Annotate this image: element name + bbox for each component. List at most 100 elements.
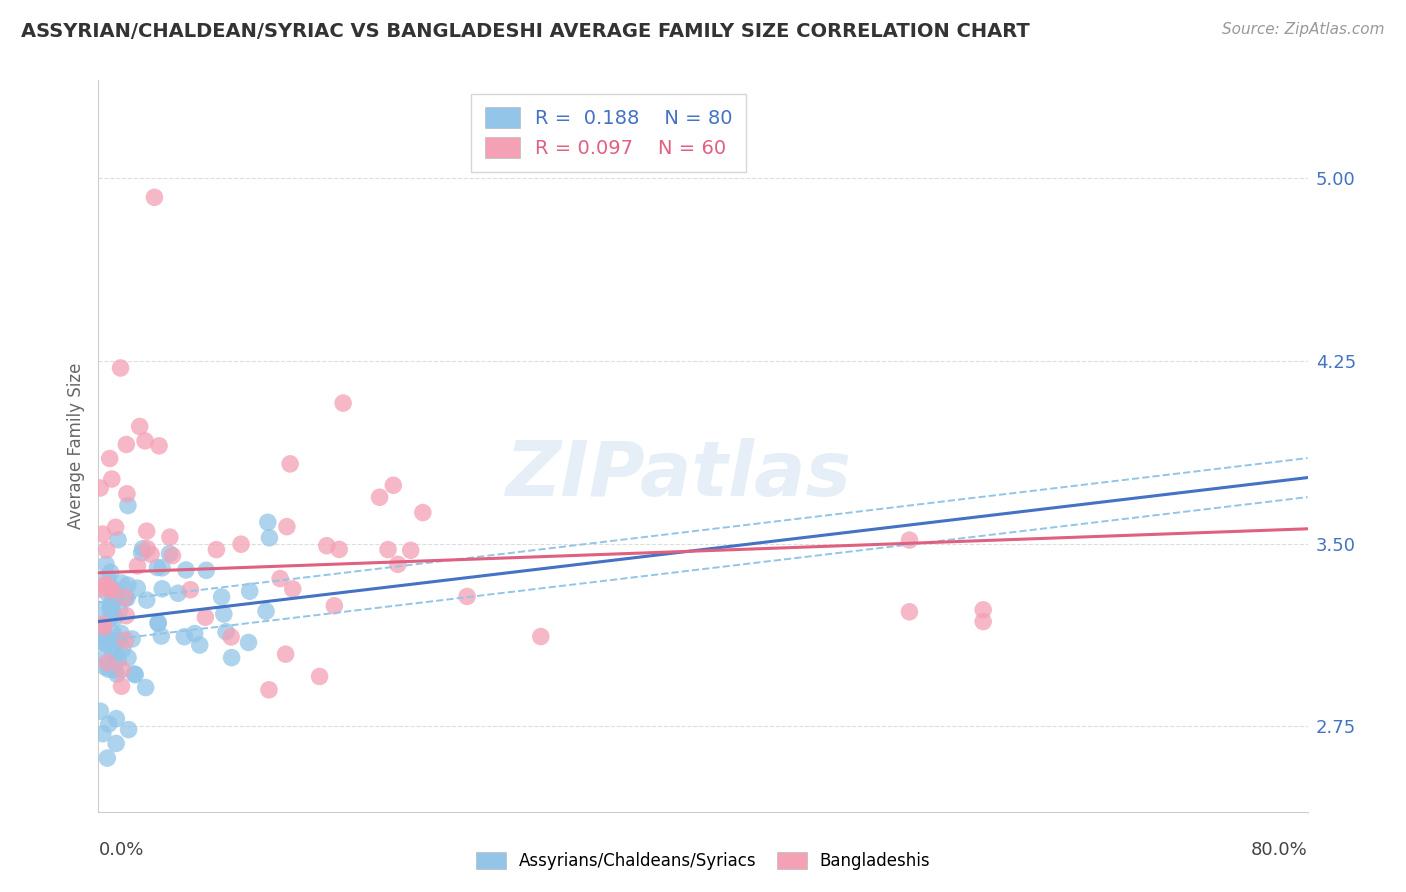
Legend: Assyrians/Chaldeans/Syriacs, Bangladeshis: Assyrians/Chaldeans/Syriacs, Bangladeshi… (468, 845, 938, 877)
Point (219, 630, 242, 644)
Point (101, 604, 124, 618)
Point (91, 617, 114, 632)
Point (159, 530, 181, 544)
Point (100, 610, 122, 624)
Point (96, 570, 118, 584)
Point (115, 591, 138, 606)
Point (115, 437, 138, 451)
Point (89, 619, 111, 633)
Point (972, 603, 994, 617)
Point (108, 604, 131, 618)
Point (898, 533, 921, 547)
Point (257, 682, 280, 697)
Point (104, 589, 127, 603)
Point (91, 727, 114, 741)
Point (276, 519, 298, 533)
Point (117, 723, 139, 737)
Point (323, 599, 346, 613)
Point (221, 650, 243, 665)
Point (100, 599, 122, 613)
Point (89, 704, 111, 718)
Point (128, 419, 150, 434)
Point (101, 583, 124, 598)
Point (100, 597, 122, 611)
Point (91, 635, 114, 649)
Point (124, 667, 146, 681)
Point (136, 541, 159, 556)
Text: 0.0%: 0.0% (98, 841, 143, 859)
Point (101, 626, 124, 640)
Point (104, 520, 127, 534)
Text: 80.0%: 80.0% (1251, 841, 1308, 859)
Point (103, 663, 125, 677)
Point (101, 645, 124, 659)
Point (377, 542, 399, 557)
Text: Source: ZipAtlas.com: Source: ZipAtlas.com (1222, 22, 1385, 37)
Point (269, 572, 291, 586)
Point (101, 593, 124, 607)
Point (259, 531, 281, 545)
Point (93, 659, 115, 673)
Point (101, 472, 124, 486)
Point (412, 506, 434, 520)
Point (121, 632, 143, 646)
Point (105, 586, 128, 600)
Point (148, 439, 170, 453)
Y-axis label: Average Family Size: Average Family Size (66, 363, 84, 529)
Point (146, 615, 169, 630)
Point (110, 361, 132, 376)
Point (131, 546, 153, 560)
Point (150, 582, 173, 596)
Point (103, 586, 125, 600)
Point (115, 487, 138, 501)
Point (278, 457, 301, 471)
Point (135, 524, 157, 538)
Point (146, 616, 169, 631)
Point (239, 584, 262, 599)
Point (173, 630, 195, 644)
Point (229, 537, 252, 551)
Point (114, 591, 136, 606)
Text: ZIPatlas: ZIPatlas (506, 438, 852, 512)
Point (117, 650, 139, 665)
Point (104, 657, 127, 671)
Point (382, 478, 405, 492)
Point (150, 561, 173, 575)
Point (188, 638, 211, 652)
Point (104, 640, 127, 655)
Point (256, 516, 278, 530)
Point (93, 624, 115, 639)
Point (114, 591, 136, 605)
Point (215, 624, 238, 639)
Point (94, 636, 117, 650)
Point (104, 611, 127, 625)
Point (254, 604, 277, 618)
Point (194, 610, 217, 624)
Point (94, 558, 117, 572)
Point (131, 541, 153, 556)
Point (332, 396, 354, 410)
Point (135, 681, 157, 695)
Point (127, 581, 149, 595)
Point (127, 558, 149, 573)
Point (530, 630, 553, 644)
Point (111, 642, 134, 657)
Point (96, 751, 118, 765)
Point (146, 560, 169, 574)
Point (96, 656, 118, 670)
Point (195, 563, 218, 577)
Point (110, 626, 132, 640)
Point (89, 582, 111, 596)
Point (134, 434, 156, 448)
Point (96, 585, 118, 599)
Point (101, 582, 124, 596)
Point (96, 632, 118, 647)
Point (93, 620, 115, 634)
Point (179, 582, 201, 597)
Point (238, 635, 260, 649)
Point (114, 633, 136, 648)
Point (117, 578, 139, 592)
Point (110, 679, 132, 693)
Point (107, 533, 129, 547)
Point (898, 605, 921, 619)
